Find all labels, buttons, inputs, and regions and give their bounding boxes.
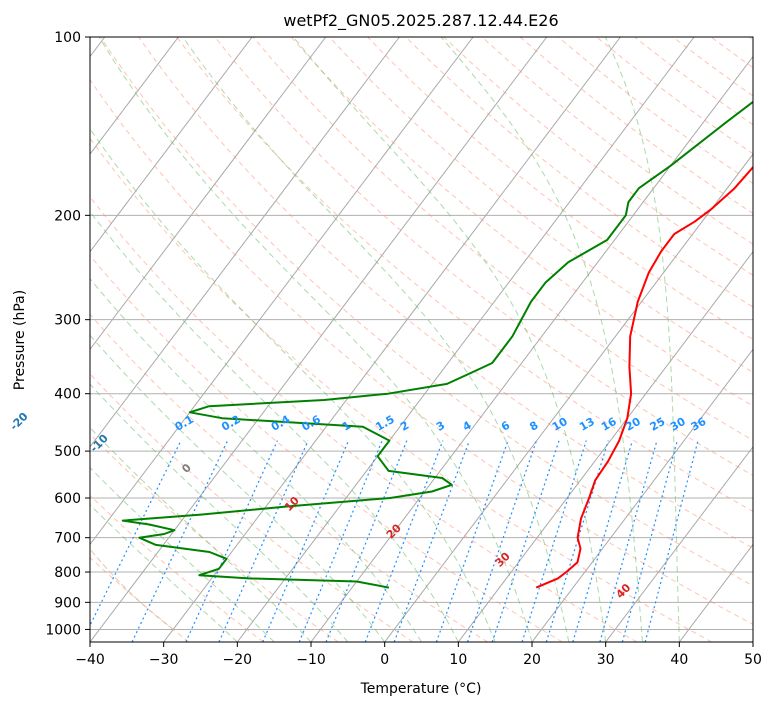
y-tick-label: 600 (54, 491, 81, 507)
mixing-ratio-line (435, 440, 509, 642)
isotherm-line (236, 37, 695, 642)
x-tick-label: 10 (449, 652, 467, 668)
y-tick-label: 200 (54, 208, 81, 224)
x-axis-title: Temperature (°C) (360, 681, 482, 697)
dry-adiabat-line (90, 78, 753, 625)
dry-adiabat-line (90, 254, 563, 642)
y-tick-label: 700 (54, 531, 81, 547)
x-tick-label: −30 (149, 652, 179, 668)
mixing-ratio-line (545, 440, 609, 642)
chart-title: wetPf2_GN05.2025.287.12.44.E26 (283, 11, 558, 31)
moist-adiabat-line (90, 128, 496, 642)
moist-adiabat-line (90, 278, 422, 642)
dry-adiabat-line (90, 196, 638, 642)
mixing-ratio-line (262, 440, 350, 642)
dry-adiabat-line (405, 37, 753, 308)
isotherm-line (531, 348, 753, 642)
mixing-ratio-line (218, 440, 309, 642)
mixing-ratio-line (131, 440, 229, 642)
isotherm-line (163, 37, 621, 642)
isotherm-line (90, 37, 327, 351)
moist-adiabat-line (90, 427, 312, 642)
mixing-ratio-line (491, 440, 560, 642)
plot-frame (89, 36, 754, 643)
mixing-ratio-line (521, 440, 587, 642)
dewpoint-profile-line (121, 100, 753, 589)
y-axis-title: Pressure (hPa) (12, 290, 28, 390)
x-tick-label: −40 (75, 652, 105, 668)
x-tick-label: 0 (380, 652, 389, 668)
mixing-ratio-line (298, 440, 383, 642)
x-tick-label: 50 (744, 652, 762, 668)
moist-adiabat-line (90, 334, 386, 642)
x-tick-label: −20 (223, 652, 253, 668)
moist-adiabat-line (440, 37, 643, 642)
isotherm-line (605, 446, 753, 642)
grid-layer (90, 37, 753, 642)
dry-adiabat-line (138, 37, 753, 549)
y-tick-label: 900 (54, 595, 81, 611)
x-tick-label: 40 (670, 652, 688, 668)
x-tick-label: 30 (597, 652, 615, 668)
x-axis: −40 −30 −20 −10 0 10 20 30 40 50 (75, 642, 762, 668)
x-tick-label: 20 (523, 652, 541, 668)
isotherm-line (90, 37, 548, 642)
dry-adiabat-line (90, 137, 712, 642)
isotherm-line (90, 37, 400, 448)
y-tick-label: 800 (54, 565, 81, 581)
moist-adiabat-line (98, 37, 533, 642)
moist-adiabat-line (90, 210, 459, 642)
mixing-ratio-line (325, 440, 408, 642)
isotherm-line (90, 37, 179, 155)
y-tick-label: 400 (54, 387, 81, 403)
y-tick-label: 500 (54, 444, 81, 460)
y-axis: 100 200 300 400 500 600 700 800 900 1000 (45, 30, 90, 638)
y-tick-label: 300 (54, 313, 81, 329)
moist-adiabat-line (293, 37, 607, 642)
mixing-ratio-line (393, 440, 470, 642)
moist-adiabat-line (182, 37, 570, 642)
mixing-ratio-line (466, 440, 538, 642)
x-tick-label: −10 (296, 652, 326, 668)
isotherm-line (90, 37, 474, 546)
mixing-ratio-line (364, 440, 444, 642)
freezing-arc-line (90, 547, 174, 630)
dry-adiabat-line (214, 37, 753, 477)
isotherm-line (90, 37, 253, 253)
moist-adiabat-line (90, 466, 275, 642)
moist-adiabat-line (90, 504, 238, 642)
moist-adiabat-line (604, 37, 680, 642)
temperature-profile-line (535, 165, 753, 589)
mixing-ratio-line (185, 440, 278, 642)
series-layer (121, 100, 753, 589)
mixing-ratio-line (572, 440, 633, 642)
dry-adiabat-line (99, 37, 753, 587)
y-tick-label: 100 (54, 30, 81, 46)
isotherm-line (457, 250, 753, 642)
y-tick-label: 1000 (45, 622, 81, 638)
dry-adiabat-line (176, 37, 753, 513)
isotherm-line (384, 153, 753, 642)
isoline-layer (90, 37, 753, 642)
dry-adiabat-line (329, 37, 753, 373)
